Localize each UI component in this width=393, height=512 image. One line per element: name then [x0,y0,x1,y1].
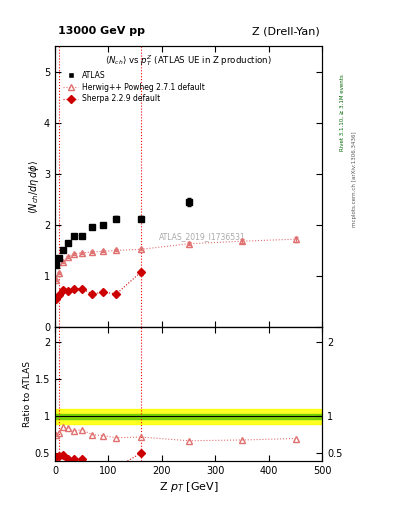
Text: mcplots.cern.ch [arXiv:1306.3436]: mcplots.cern.ch [arXiv:1306.3436] [352,132,357,227]
Y-axis label: Ratio to ATLAS: Ratio to ATLAS [23,361,32,427]
Text: Rivet 3.1.10, ≥ 3.1M events: Rivet 3.1.10, ≥ 3.1M events [340,74,345,151]
Y-axis label: $\langle N_{ch}/d\eta\, d\phi\rangle$: $\langle N_{ch}/d\eta\, d\phi\rangle$ [27,159,41,214]
Bar [55,414,322,419]
Text: 13000 GeV pp: 13000 GeV pp [58,26,145,36]
Legend: ATLAS, Herwig++ Powheg 2.7.1 default, Sherpa 2.2.9 default: ATLAS, Herwig++ Powheg 2.7.1 default, Sh… [62,70,207,105]
Text: Z (Drell-Yan): Z (Drell-Yan) [252,26,320,36]
Text: $\langle N_{ch}\rangle$ vs $p_T^Z$ (ATLAS UE in Z production): $\langle N_{ch}\rangle$ vs $p_T^Z$ (ATLA… [105,53,272,68]
Bar [55,409,322,423]
Text: ATLAS_2019_I1736531: ATLAS_2019_I1736531 [159,232,245,242]
X-axis label: Z $p_T$ [GeV]: Z $p_T$ [GeV] [159,480,219,494]
